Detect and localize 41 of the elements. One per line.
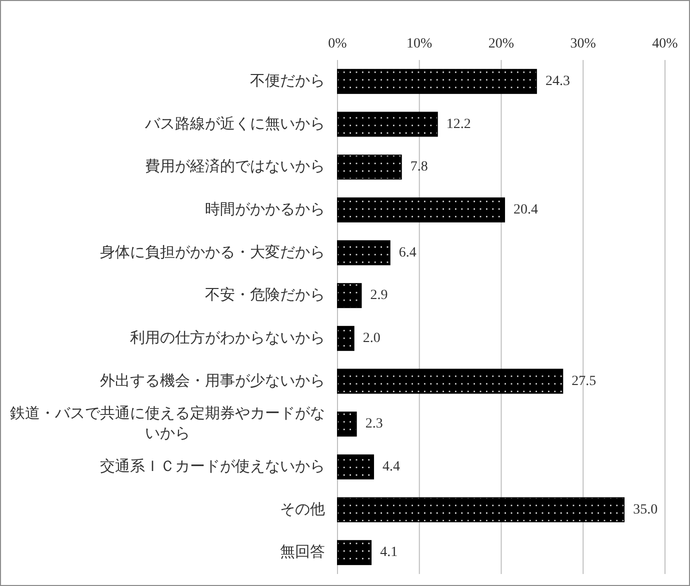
bar — [337, 240, 390, 266]
y-tick-label: 不便だから — [250, 73, 325, 90]
bar — [337, 540, 372, 566]
bar — [337, 454, 374, 480]
data-label: 7.8 — [410, 160, 428, 175]
y-tick-label: 外出する機会・用事が少ないから — [100, 372, 325, 390]
data-label: 2.3 — [365, 416, 383, 432]
bar — [337, 283, 362, 308]
bar — [337, 368, 564, 394]
y-tick-label: 無回答 — [280, 544, 325, 561]
data-label: 4.4 — [382, 459, 400, 474]
y-tick-label: 時間がかかるから — [205, 200, 325, 218]
bar — [337, 68, 537, 94]
y-tick-label: 鉄道・バスで共通に使える定期券やカードがないから — [10, 405, 325, 442]
x-tick-label: 0% — [328, 36, 348, 52]
data-label: 35.0 — [633, 502, 658, 518]
y-tick-label: 利用の仕方がわからないから — [130, 329, 325, 346]
bar — [337, 112, 438, 137]
data-label: 20.4 — [514, 202, 538, 218]
data-label: 6.4 — [398, 245, 416, 260]
data-label: 24.3 — [545, 74, 570, 89]
data-label: 2.0 — [362, 330, 380, 346]
bar — [337, 412, 357, 437]
y-tick-label: その他 — [280, 500, 325, 518]
bar — [337, 154, 402, 180]
bar — [337, 326, 354, 351]
x-tick-label: 40% — [652, 36, 678, 52]
data-label: 12.2 — [446, 116, 471, 132]
x-tick-label: 10% — [406, 36, 433, 52]
y-tick-label: バス路線が近くに無いから — [144, 115, 325, 132]
y-tick-label: 費用が経済的ではないから — [145, 158, 325, 176]
y-tick-label: 身体に負担がかかる・大変だから — [100, 244, 325, 261]
bar — [337, 197, 506, 222]
bar — [337, 497, 625, 522]
data-label: 4.1 — [380, 545, 398, 560]
data-label: 27.5 — [572, 374, 596, 389]
data-label: 2.9 — [370, 288, 388, 304]
y-tick-label: 不安・危険だから — [205, 286, 325, 304]
y-tick-label: 交通系ＩＣカードが使えないから — [100, 458, 325, 475]
x-tick-label: 30% — [570, 36, 596, 52]
x-tick-label: 20% — [488, 36, 514, 52]
